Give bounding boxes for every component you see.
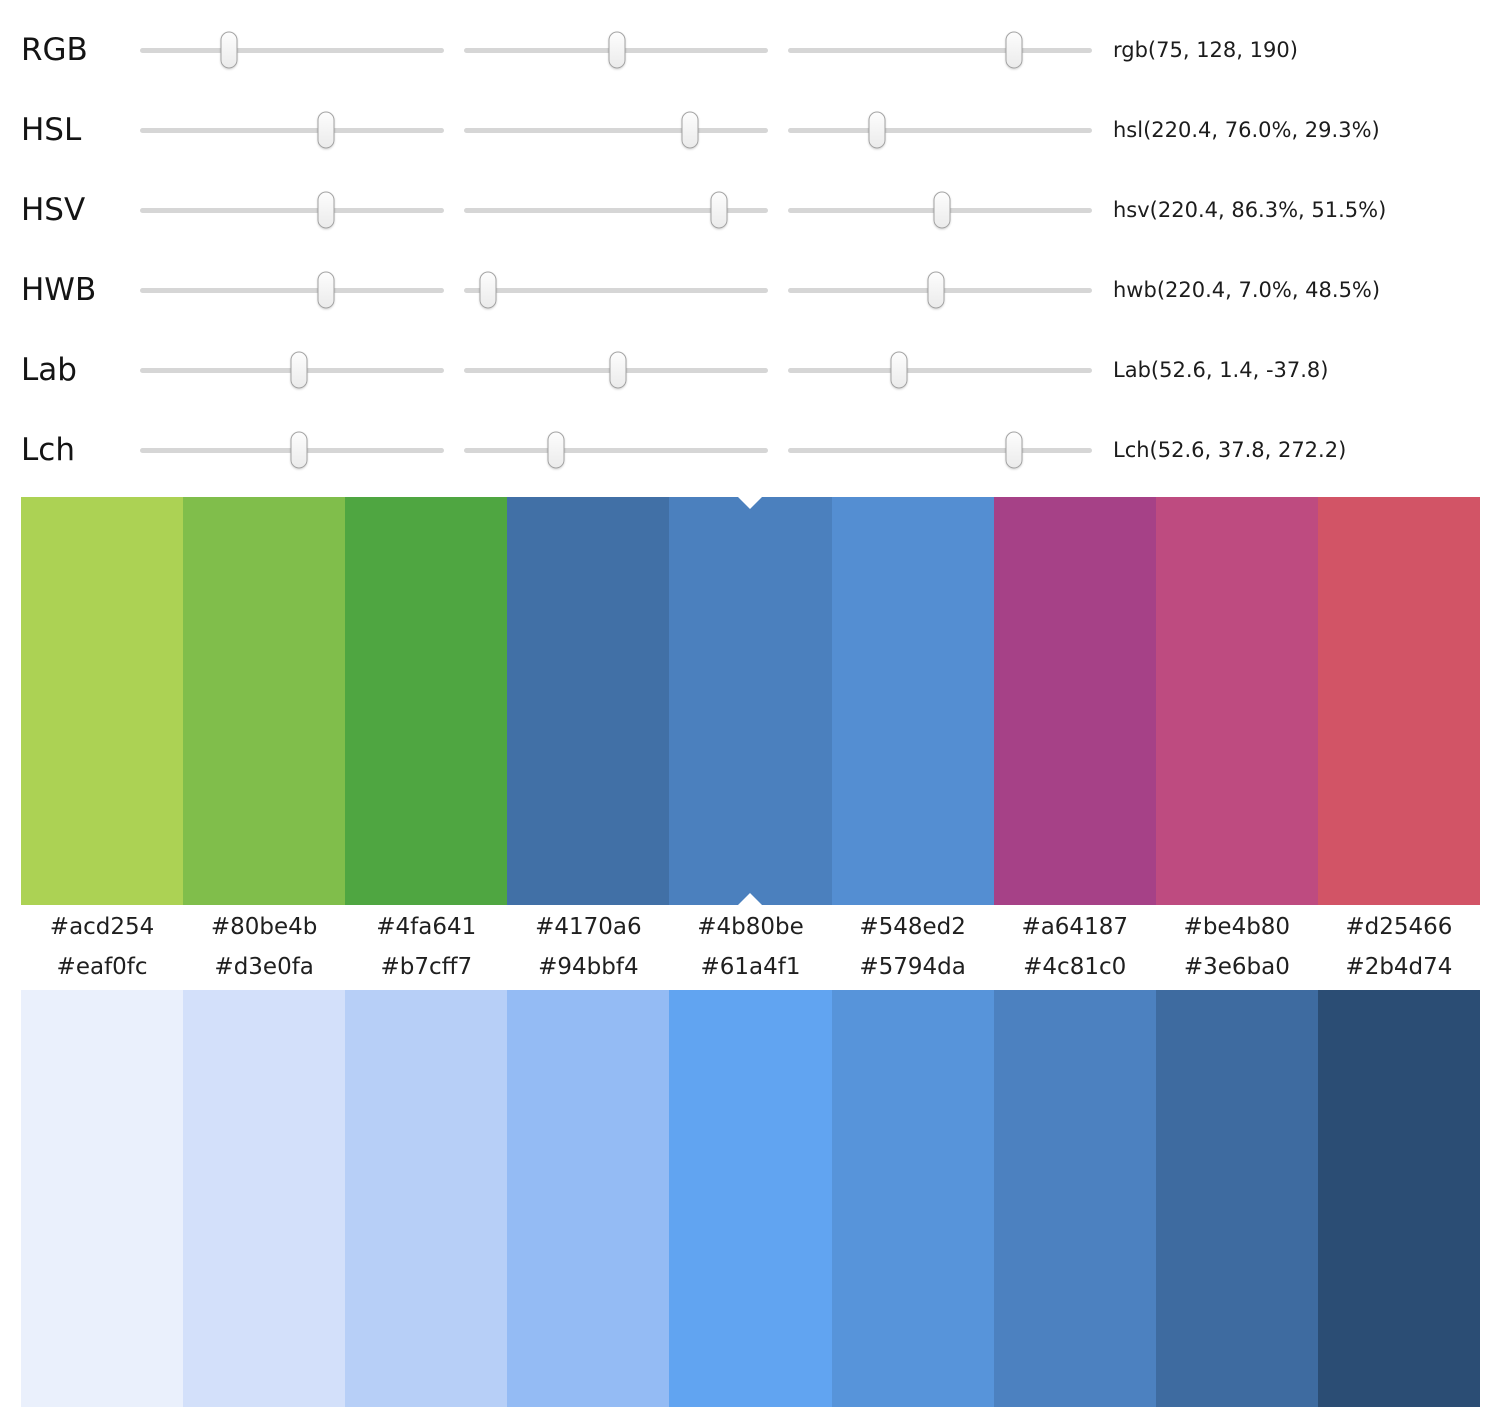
- color-value-text: Lab(52.6, 1.4, -37.8): [1113, 358, 1329, 382]
- colorspace-label: Lch: [21, 432, 75, 468]
- hex-label: #61a4f1: [700, 954, 801, 980]
- slider-track[interactable]: [464, 191, 768, 229]
- slider-row: RGB rgb(75, 128, 190): [21, 10, 1480, 90]
- colorspace-label: HSV: [21, 192, 86, 228]
- slider-track[interactable]: [140, 271, 444, 309]
- color-value-text: rgb(75, 128, 190): [1113, 38, 1298, 62]
- slider-thumb[interactable]: [868, 111, 886, 149]
- colorspace-label: HSL: [21, 112, 82, 148]
- slider-track[interactable]: [788, 111, 1092, 149]
- slider-track[interactable]: [464, 271, 768, 309]
- slider-thumb[interactable]: [479, 271, 497, 309]
- hex-label: #acd254: [49, 914, 155, 940]
- hue-hex-labels: #acd254 #80be4b #4fa641 #4170a6 #4b80be #548e…: [21, 914, 1480, 940]
- hex-label: #80be4b: [210, 914, 318, 940]
- color-swatch[interactable]: [345, 990, 508, 1407]
- slider-thumb[interactable]: [290, 431, 308, 469]
- hex-label: #b7cff7: [380, 954, 473, 980]
- color-swatch[interactable]: [21, 990, 184, 1407]
- shade-palette: [21, 990, 1480, 1407]
- color-swatch[interactable]: [183, 990, 346, 1407]
- slider-thumb[interactable]: [927, 271, 945, 309]
- color-swatch[interactable]: [345, 497, 508, 905]
- colorspace-label: Lab: [21, 352, 77, 388]
- slider-thumb[interactable]: [317, 111, 335, 149]
- slider-thumb[interactable]: [608, 31, 626, 69]
- slider-thumb[interactable]: [290, 351, 308, 389]
- color-value-text: hsl(220.4, 76.0%, 29.3%): [1113, 118, 1380, 142]
- hex-label: #4170a6: [535, 914, 642, 940]
- slider-track[interactable]: [788, 351, 1092, 389]
- color-swatch[interactable]: [1155, 990, 1318, 1407]
- color-swatch[interactable]: [507, 990, 670, 1407]
- hex-label: #5794da: [859, 954, 966, 980]
- color-value-text: hwb(220.4, 7.0%, 48.5%): [1113, 278, 1381, 302]
- slider-track[interactable]: [788, 271, 1092, 309]
- slider-track[interactable]: [464, 31, 768, 69]
- slider-track[interactable]: [140, 111, 444, 149]
- color-swatch[interactable]: [1317, 990, 1480, 1407]
- slider-thumb[interactable]: [220, 31, 238, 69]
- color-sliders: RGB rgb(75, 128, 190) HSL hsl(220.4, 76.…: [0, 0, 1501, 490]
- colorspace-label: HWB: [21, 272, 97, 308]
- hue-palette: [21, 497, 1480, 905]
- color-swatch[interactable]: [669, 990, 832, 1407]
- slider-row: Lab Lab(52.6, 1.4, -37.8): [21, 330, 1480, 410]
- slider-thumb[interactable]: [933, 191, 951, 229]
- slider-track[interactable]: [464, 431, 768, 469]
- slider-row: Lch Lch(52.6, 37.8, 272.2): [21, 410, 1480, 490]
- slider-track[interactable]: [788, 431, 1092, 469]
- slider-track[interactable]: [788, 191, 1092, 229]
- color-swatch[interactable]: [507, 497, 670, 905]
- color-swatch[interactable]: [1317, 497, 1480, 905]
- hex-label: #548ed2: [859, 914, 966, 940]
- color-value-text: hsv(220.4, 86.3%, 51.5%): [1113, 198, 1387, 222]
- color-swatch-selected[interactable]: [669, 497, 832, 905]
- slider-thumb[interactable]: [609, 351, 627, 389]
- hex-label: #94bbf4: [538, 954, 639, 980]
- color-swatch[interactable]: [993, 497, 1156, 905]
- slider-thumb[interactable]: [1005, 431, 1023, 469]
- slider-track[interactable]: [140, 431, 444, 469]
- slider-track[interactable]: [140, 31, 444, 69]
- hex-label: #4c81c0: [1023, 954, 1127, 980]
- slider-track[interactable]: [788, 31, 1092, 69]
- color-swatch[interactable]: [183, 497, 346, 905]
- hex-label: #be4b80: [1183, 914, 1291, 940]
- hex-label: #d3e0fa: [214, 954, 314, 980]
- slider-thumb[interactable]: [710, 191, 728, 229]
- slider-row: HWB hwb(220.4, 7.0%, 48.5%): [21, 250, 1480, 330]
- slider-track[interactable]: [464, 111, 768, 149]
- color-swatch[interactable]: [21, 497, 184, 905]
- color-swatch[interactable]: [831, 497, 994, 905]
- slider-row: HSV hsv(220.4, 86.3%, 51.5%): [21, 170, 1480, 250]
- hex-label: #2b4d74: [1345, 954, 1453, 980]
- shade-hex-labels: #eaf0fc #d3e0fa #b7cff7 #94bbf4 #61a4f1 #5794…: [21, 954, 1480, 980]
- slider-track[interactable]: [140, 351, 444, 389]
- slider-track[interactable]: [140, 191, 444, 229]
- slider-thumb[interactable]: [681, 111, 699, 149]
- color-swatch[interactable]: [993, 990, 1156, 1407]
- hex-label: #a64187: [1021, 914, 1128, 940]
- color-swatch[interactable]: [831, 990, 994, 1407]
- hex-label: #4b80be: [697, 914, 804, 940]
- slider-thumb[interactable]: [317, 191, 335, 229]
- hex-label: #4fa641: [376, 914, 477, 940]
- slider-track[interactable]: [464, 351, 768, 389]
- slider-thumb[interactable]: [1005, 31, 1023, 69]
- colorspace-label: RGB: [21, 32, 88, 68]
- hex-label: #3e6ba0: [1183, 954, 1290, 980]
- hex-label: #eaf0fc: [56, 954, 148, 980]
- slider-thumb[interactable]: [317, 271, 335, 309]
- slider-thumb[interactable]: [890, 351, 908, 389]
- slider-thumb[interactable]: [547, 431, 565, 469]
- slider-row: HSL hsl(220.4, 76.0%, 29.3%): [21, 90, 1480, 170]
- hex-label: #d25466: [1345, 914, 1453, 940]
- color-value-text: Lch(52.6, 37.8, 272.2): [1113, 438, 1347, 462]
- color-swatch[interactable]: [1155, 497, 1318, 905]
